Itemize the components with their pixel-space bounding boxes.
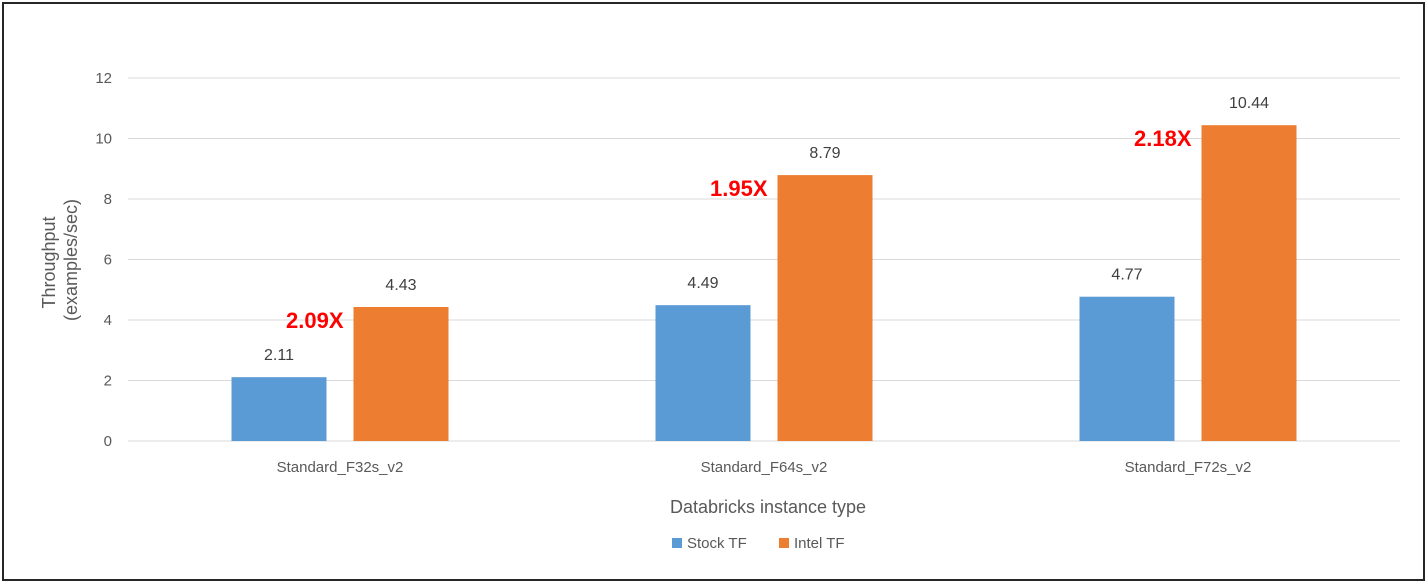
data-label: 2.11	[264, 347, 294, 364]
legend-label: Stock TF	[687, 535, 747, 552]
x-tick-label: Standard_F72s_v2	[1125, 459, 1252, 476]
y-tick-label: 8	[104, 191, 112, 208]
x-tick-label: Standard_F64s_v2	[701, 459, 828, 476]
data-label: 4.43	[385, 277, 416, 294]
x-tick-labels: Standard_F32s_v2 Standard_F64s_v2 Standard…	[277, 459, 1252, 476]
speedup-annotation: 2.18X	[1134, 126, 1192, 151]
y-tick-labels: 0 2 4 6 8 10 12	[95, 70, 112, 450]
y-tick-label: 12	[95, 70, 112, 87]
speedup-annotations: 2.09X 1.95X 2.18X	[286, 126, 1192, 333]
y-axis-title: Throughput (examples/sec)	[39, 199, 81, 321]
bars	[231, 125, 1297, 442]
bar-stock-tf	[655, 305, 751, 441]
bar-stock-tf	[1079, 296, 1175, 441]
legend-swatch	[779, 538, 789, 548]
bar-intel-tf	[1201, 125, 1297, 441]
bar-intel-tf	[353, 306, 449, 441]
legend: Stock TF Intel TF	[672, 535, 845, 552]
y-tick-label: 0	[104, 433, 112, 450]
y-axis-title-line-1: Throughput	[39, 216, 59, 308]
speedup-annotation: 1.95X	[710, 176, 768, 201]
y-tick-label: 4	[104, 312, 112, 329]
x-axis-title: Databricks instance type	[670, 497, 866, 517]
bar-stock-tf	[231, 377, 327, 441]
data-label: 4.77	[1111, 267, 1142, 284]
speedup-annotation: 2.09X	[286, 308, 344, 333]
y-tick-label: 10	[95, 131, 112, 148]
data-label: 8.79	[809, 145, 840, 162]
data-label: 4.49	[687, 275, 718, 292]
gridlines	[128, 77, 1400, 442]
legend-label: Intel TF	[794, 535, 845, 552]
y-axis-title-line-2: (examples/sec)	[61, 199, 81, 321]
data-label: 10.44	[1229, 95, 1269, 112]
legend-swatch	[672, 538, 682, 548]
bar-intel-tf	[777, 175, 873, 442]
y-tick-label: 2	[104, 373, 112, 390]
x-tick-label: Standard_F32s_v2	[277, 459, 404, 476]
y-tick-label: 6	[104, 252, 112, 269]
data-labels: 2.11 4.43 4.49 8.79 4.77 10.44	[264, 95, 1269, 364]
